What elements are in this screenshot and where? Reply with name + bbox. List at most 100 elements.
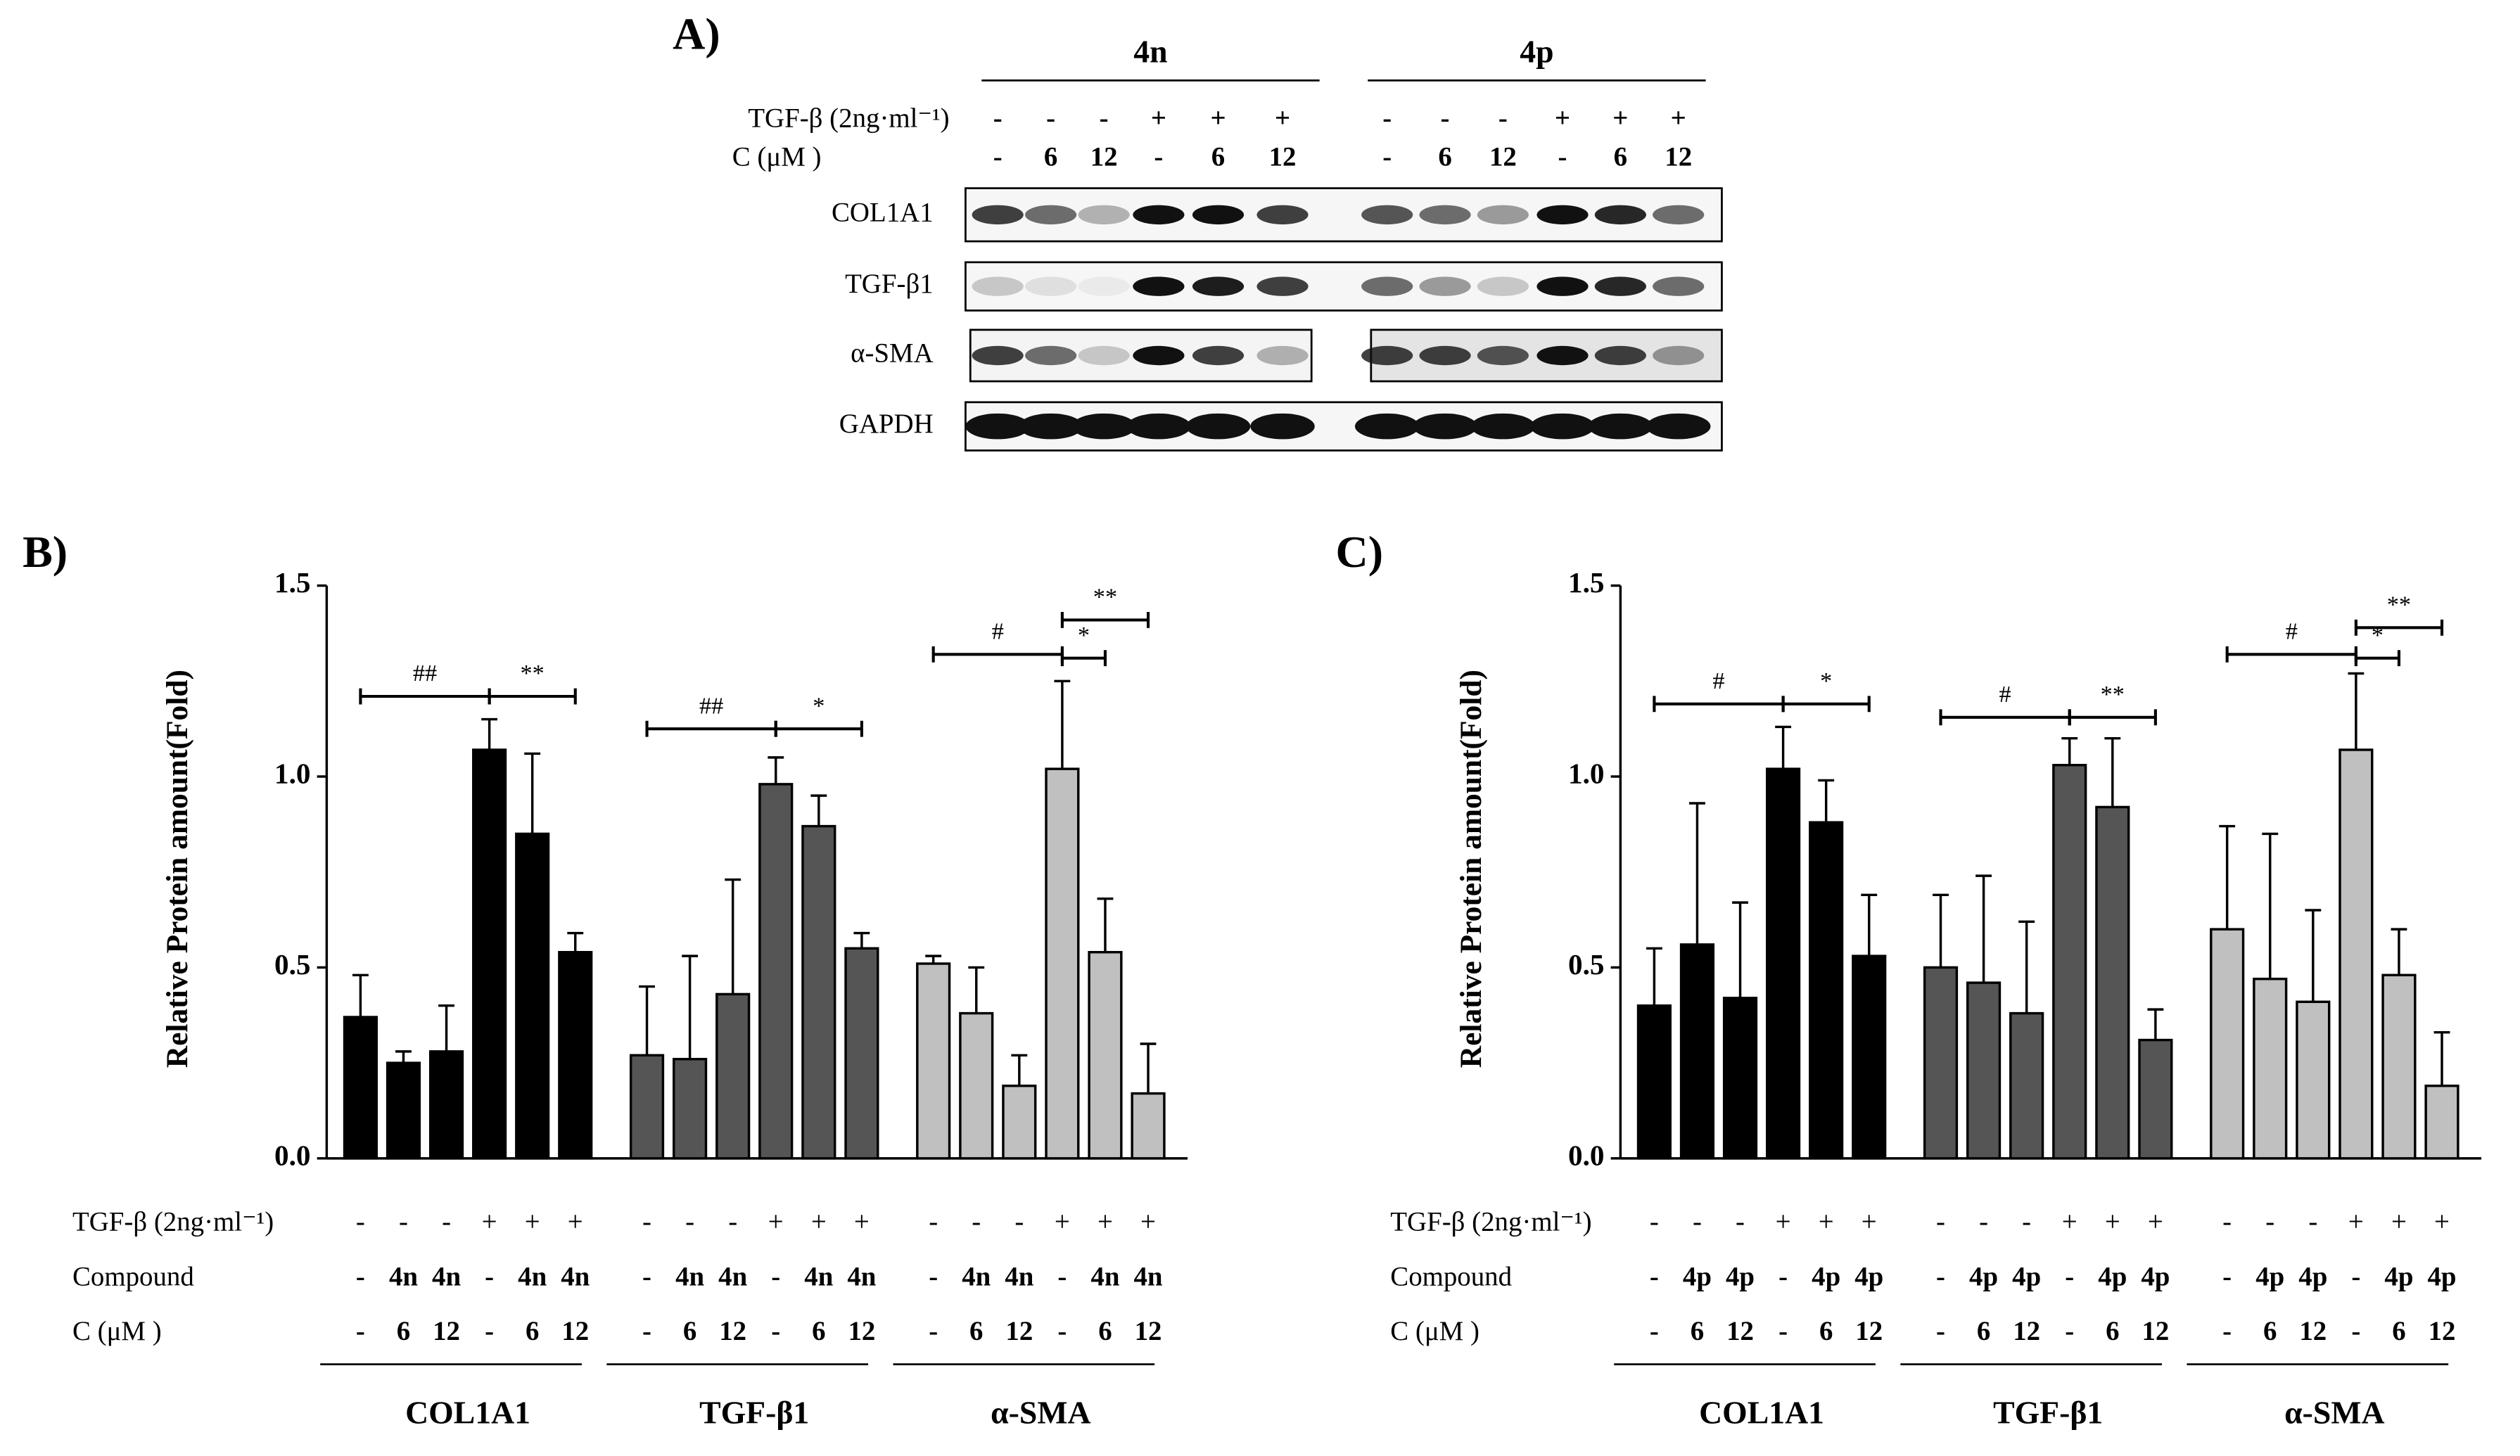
blot-row-label: TGF-β (2ng·ml⁻¹) — [748, 103, 949, 133]
x-condition-label: 4p — [2141, 1261, 2170, 1291]
blot-band — [1025, 345, 1077, 366]
blot-band — [1256, 276, 1309, 296]
error-bar — [1861, 893, 1878, 957]
x-condition-label: 6 — [2106, 1316, 2119, 1346]
blot-band — [1078, 205, 1130, 225]
significance-label: # — [2286, 618, 2298, 644]
x-condition-label: - — [485, 1316, 494, 1346]
legend-label: TGF-β1 — [1993, 1394, 2103, 1430]
x-condition-label: - — [1936, 1261, 1945, 1291]
blot-band — [1256, 205, 1309, 225]
significance-label: ** — [2387, 591, 2411, 618]
x-condition-label: 4n — [718, 1261, 747, 1291]
blot-band — [1354, 413, 1420, 440]
blot-band — [1025, 205, 1077, 225]
significance-bracket — [2225, 646, 2357, 663]
x-condition-label: 4n — [432, 1261, 461, 1291]
blot-band — [1653, 276, 1705, 296]
error-bar — [1689, 802, 1705, 945]
x-condition-label: + — [2348, 1207, 2364, 1237]
blot-band — [1185, 413, 1251, 440]
x-condition-label: 4n — [1090, 1261, 1119, 1291]
legend-label: COL1A1 — [405, 1394, 530, 1430]
significance-label: ** — [1093, 584, 1117, 611]
significance-label: ## — [413, 660, 437, 687]
x-condition-label: 4n — [804, 1261, 833, 1291]
significance-bracket — [2354, 650, 2401, 667]
blot-band — [1536, 345, 1589, 366]
blot-band-label: GAPDH — [839, 409, 934, 439]
significance-label: * — [813, 692, 825, 719]
x-condition-label: 4p — [2427, 1261, 2456, 1291]
x-condition-label: 4p — [1854, 1261, 1883, 1291]
x-condition-label: - — [929, 1207, 938, 1237]
x-condition-label: 6 — [1098, 1316, 1112, 1346]
blot-conc: - — [1154, 141, 1163, 172]
x-condition-label: 4p — [1726, 1261, 1755, 1291]
error-bar — [2147, 1008, 2164, 1040]
y-tick-label: 0.5 — [274, 948, 310, 981]
blot-band — [972, 276, 1024, 296]
significance-bracket — [1653, 696, 1785, 713]
y-tick-label: 1.0 — [1568, 757, 1604, 789]
blot-band — [972, 205, 1024, 225]
bar — [1045, 767, 1080, 1160]
blot-band — [1361, 205, 1413, 225]
x-condition-label: + — [568, 1207, 583, 1237]
blot-band — [1018, 413, 1083, 440]
significance-bracket — [931, 646, 1064, 663]
significance-bracket — [2354, 619, 2444, 636]
blot-band — [1419, 276, 1471, 296]
x-condition-label: 6 — [2263, 1316, 2277, 1346]
panel-label: A) — [673, 9, 720, 59]
x-condition-label: 12 — [1726, 1316, 1754, 1346]
error-bar — [2305, 909, 2322, 1002]
error-bar — [968, 966, 985, 1014]
x-condition-label: 6 — [397, 1316, 410, 1346]
blot-band — [1530, 413, 1595, 440]
error-bar — [1011, 1054, 1028, 1086]
x-condition-label: 6 — [1819, 1316, 1833, 1346]
bar — [2424, 1084, 2459, 1160]
blot-band — [1477, 276, 1529, 296]
blot-group-label: 4n — [1133, 33, 1167, 69]
x-condition-label: 6 — [969, 1316, 983, 1346]
x-row-label: Compound — [1390, 1261, 1512, 1291]
panel-label: B) — [23, 527, 68, 577]
x-condition-label: 4p — [1969, 1261, 1998, 1291]
error-bar — [524, 752, 541, 834]
blot-tgf: - — [1441, 103, 1450, 133]
x-condition-label: - — [1736, 1207, 1745, 1237]
blot-conc: - — [1382, 141, 1392, 172]
y-tick-label: 1.5 — [274, 566, 310, 599]
x-condition-label: 12 — [1135, 1316, 1162, 1346]
x-condition-label: - — [1936, 1207, 1945, 1237]
x-row-label: Compound — [72, 1261, 194, 1291]
blot-tgf: + — [1612, 103, 1628, 133]
blot-band — [1653, 205, 1705, 225]
blot-band — [1133, 345, 1185, 366]
blot-band — [1126, 413, 1191, 440]
significance-bracket — [2068, 709, 2157, 726]
significance-bracket — [1060, 611, 1150, 628]
x-condition-label: - — [1014, 1207, 1024, 1237]
error-bar — [2348, 672, 2365, 750]
blot-band — [1594, 205, 1646, 225]
error-bar — [1054, 679, 1071, 769]
x-condition-label: + — [2434, 1207, 2450, 1237]
error-bar — [1818, 779, 1835, 823]
bar — [1679, 943, 1715, 1160]
error-bar — [810, 794, 827, 826]
x-condition-label: 12 — [2429, 1316, 2456, 1346]
x-condition-label: - — [1693, 1207, 1702, 1237]
x-condition-label: 12 — [848, 1316, 875, 1346]
x-condition-label: + — [2391, 1207, 2407, 1237]
x-condition-label: + — [482, 1207, 497, 1237]
bar — [758, 783, 794, 1160]
blot-band-label: COL1A1 — [832, 197, 934, 227]
significance-label: ** — [2101, 681, 2125, 708]
x-condition-label: - — [399, 1207, 408, 1237]
error-bar — [2018, 920, 2035, 1014]
significance-label: ** — [521, 660, 545, 687]
